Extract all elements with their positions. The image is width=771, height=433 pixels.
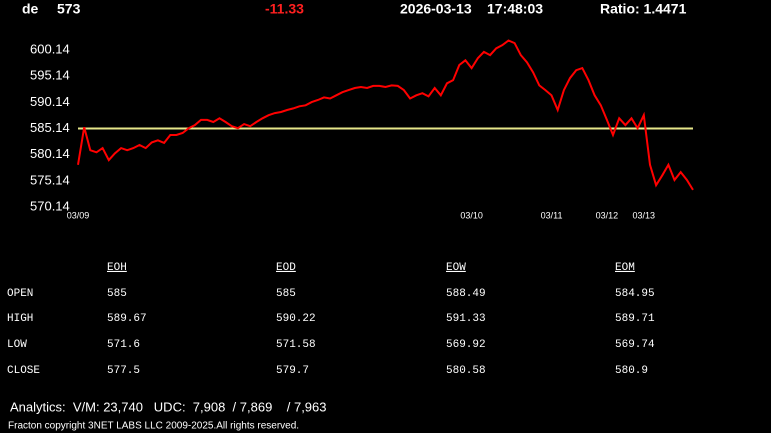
change: -11.33	[265, 1, 304, 17]
price: 573	[57, 1, 81, 17]
x-tick-label: 03/09	[67, 210, 90, 220]
row-label: OPEN	[7, 288, 33, 300]
column-header: EOD	[276, 262, 296, 274]
date: 2026-03-13	[400, 1, 472, 17]
y-tick-label: 575.14	[30, 172, 70, 187]
column-header: EOH	[107, 262, 127, 274]
cell: 589.71	[615, 313, 655, 325]
analytics: Analytics: V/M: 23,740 UDC: 7,908 / 7,86…	[10, 399, 327, 414]
y-tick-label: 595.14	[30, 68, 70, 83]
cell: 590.22	[276, 313, 316, 325]
x-tick-label: 03/11	[541, 210, 563, 220]
cell: 580.58	[446, 365, 486, 377]
cell: 579.7	[276, 365, 309, 377]
price-line	[77, 39, 694, 191]
x-tick-label: 03/12	[596, 210, 619, 220]
y-tick-label: 580.14	[30, 146, 70, 161]
cell: 591.33	[446, 313, 486, 325]
cell: 585	[276, 288, 296, 300]
row-label: CLOSE	[7, 365, 40, 377]
cell: 569.92	[446, 339, 486, 351]
cell: 577.5	[107, 365, 140, 377]
cell: 569.74	[615, 339, 655, 351]
cell: 588.49	[446, 288, 486, 300]
column-header: EOW	[446, 262, 466, 274]
x-tick-label: 03/10	[460, 210, 483, 220]
cell: 571.6	[107, 339, 140, 351]
y-tick-label: 600.14	[30, 42, 70, 57]
cell: 580.9	[615, 365, 648, 377]
cell: 585	[107, 288, 127, 300]
y-tick-label: 570.14	[30, 198, 70, 213]
cell: 589.67	[107, 313, 147, 325]
time: 17:48:03	[487, 1, 543, 17]
y-tick-label: 585.14	[30, 120, 70, 135]
copyright: Fracton copyright 3NET LABS LLC 2009-202…	[8, 421, 299, 432]
cell: 571.58	[276, 339, 316, 351]
row-label: HIGH	[7, 313, 33, 325]
column-header: EOM	[615, 262, 635, 274]
symbol: de	[22, 1, 39, 17]
y-tick-label: 590.14	[30, 94, 70, 109]
ratio: Ratio: 1.4471	[600, 1, 687, 17]
cell: 584.95	[615, 288, 655, 300]
row-label: LOW	[7, 339, 27, 351]
x-tick-label: 03/13	[633, 210, 656, 220]
